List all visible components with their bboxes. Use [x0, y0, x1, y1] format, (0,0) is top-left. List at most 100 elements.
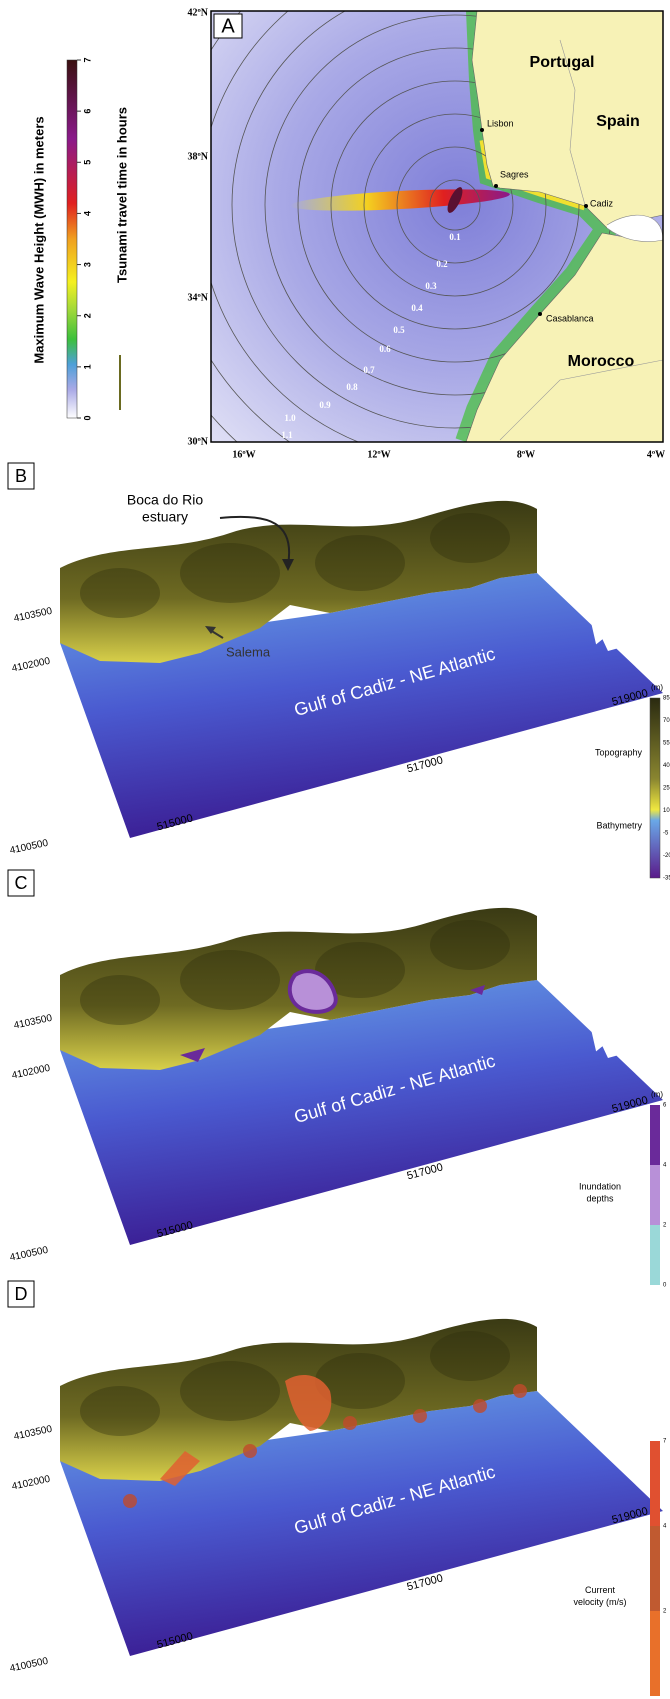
legend-segment: [650, 1225, 660, 1285]
legend-label: Inundation: [579, 1181, 621, 1191]
velocity-spot: [123, 1494, 137, 1508]
velocity-spot: [413, 1409, 427, 1423]
velocity-spot: [513, 1384, 527, 1398]
legend-tick-label: 2: [663, 1223, 667, 1229]
colorbar-tick-label: 4: [82, 211, 92, 216]
city-dot: [584, 204, 588, 208]
legend-segment: [650, 1526, 660, 1611]
hill-shade: [180, 1361, 280, 1421]
city-dot: [480, 128, 484, 132]
panel-label: B: [15, 466, 27, 486]
legend-unit: (m): [651, 1090, 663, 1099]
colorbar-title: Maximum Wave Height (MWH) in meters: [31, 116, 46, 363]
figure: 01234567Maximum Wave Height (MWH) in met…: [0, 0, 670, 1699]
panel-label: D: [15, 1284, 28, 1304]
velocity-spot: [473, 1399, 487, 1413]
country-label: Morocco: [568, 353, 635, 370]
legend-tick-label: 10: [663, 808, 670, 814]
lon-label: 8ºW: [517, 449, 535, 460]
city-dot: [494, 184, 498, 188]
panel-d: D410350041020004100500515000517000519000…: [8, 1281, 667, 1696]
legend-tick-label: 40: [663, 763, 670, 769]
lon-label: 16ºW: [232, 449, 255, 460]
north-label: N: [612, 1031, 625, 1045]
contour-label: 0.1: [449, 232, 461, 242]
legend-label: Topography: [595, 747, 643, 757]
velocity-spot: [343, 1416, 357, 1430]
legend-tick-label: -35: [663, 876, 670, 882]
legend-tick-label: 0: [663, 1283, 667, 1289]
legend-tick-label: -5: [663, 831, 669, 837]
legend-label: Bathymetry: [596, 820, 642, 830]
contour-label: 0.8: [346, 382, 358, 392]
legend-segment: [650, 1105, 660, 1165]
panel-c: C410350041020004100500515000517000519000…: [8, 870, 667, 1289]
northing-label: 4103500: [13, 1424, 54, 1443]
lon-label: 12ºW: [367, 449, 390, 460]
hill-shade: [430, 920, 510, 970]
hill-shade: [80, 975, 160, 1025]
legend-tick-label: 70: [663, 718, 670, 724]
legend-segment: [650, 1611, 660, 1696]
annotation: Salema: [226, 644, 271, 659]
legend-segment: [650, 1441, 660, 1526]
colorbar-tick-label: 1: [82, 364, 92, 369]
colorbar: [67, 60, 77, 418]
hill-shade: [80, 1386, 160, 1436]
colorbar-tick-label: 7: [82, 57, 92, 62]
contour-label: 0.5: [393, 325, 405, 335]
lon-label: 4ºW: [647, 449, 665, 460]
contour-legend-label: Tsunami travel time in hours: [114, 107, 129, 283]
contour-label: 0.2: [436, 259, 448, 269]
velocity-spot: [243, 1444, 257, 1458]
northing-label: 4102000: [11, 1063, 52, 1082]
northing-label: 4102000: [11, 1474, 52, 1493]
legend-tick-label: 2: [663, 1609, 667, 1615]
legend-tick-label: 6: [663, 1103, 667, 1109]
hill-shade: [430, 1331, 510, 1381]
legend-label: Current: [585, 1585, 616, 1595]
hill-shade: [80, 568, 160, 618]
legend-tick-label: 4: [663, 1163, 667, 1169]
city-label: Lisbon: [487, 118, 514, 128]
panel-label: C: [15, 873, 28, 893]
lat-label: 42ºN: [187, 7, 208, 18]
lat-label: 30ºN: [187, 436, 208, 447]
contour-label: 1.1: [281, 430, 293, 440]
northing-label: 4102000: [11, 656, 52, 675]
legend-label: velocity (m/s): [573, 1597, 626, 1607]
city-label: Cadiz: [590, 198, 614, 208]
city-label: Sagres: [500, 169, 529, 179]
legend-tick-label: 25: [663, 786, 670, 792]
legend-unit: (m): [651, 683, 663, 692]
northing-label: 4103500: [13, 606, 54, 625]
northing-label: 4100500: [9, 1245, 50, 1264]
legend-tick-label: -20: [663, 853, 670, 859]
contour-label: 0.3: [425, 281, 437, 291]
contour-label: 0.6: [379, 344, 391, 354]
legend-tick-label: 4: [663, 1524, 667, 1530]
hill-shade: [180, 543, 280, 603]
colorbar-tick-label: 5: [82, 160, 92, 165]
panel-label: A: [221, 15, 235, 37]
city-label: Casablanca: [546, 313, 594, 323]
annotation: Boca do Rio: [127, 492, 203, 508]
colorbar-tick-label: 2: [82, 313, 92, 318]
legend-segment: [650, 1165, 660, 1225]
hill-shade: [315, 535, 405, 591]
hill-shade: [430, 513, 510, 563]
annotation: estuary: [142, 509, 188, 525]
contour-label: 0.7: [363, 365, 375, 375]
colorbar-tick-label: 0: [82, 415, 92, 420]
lat-label: 38ºN: [187, 151, 208, 162]
legend-tick-label: 85: [663, 696, 670, 702]
hill-shade: [180, 950, 280, 1010]
country-label: Spain: [596, 113, 640, 130]
city-dot: [538, 312, 542, 316]
contour-label: 1.0: [284, 413, 296, 423]
northing-label: 4100500: [9, 1656, 50, 1675]
country-label: Portugal: [530, 54, 595, 71]
panel-b: B410350041020004100500515000517000519000…: [8, 463, 670, 882]
contour-label: 0.4: [411, 303, 423, 313]
legend-tick-label: 55: [663, 741, 670, 747]
